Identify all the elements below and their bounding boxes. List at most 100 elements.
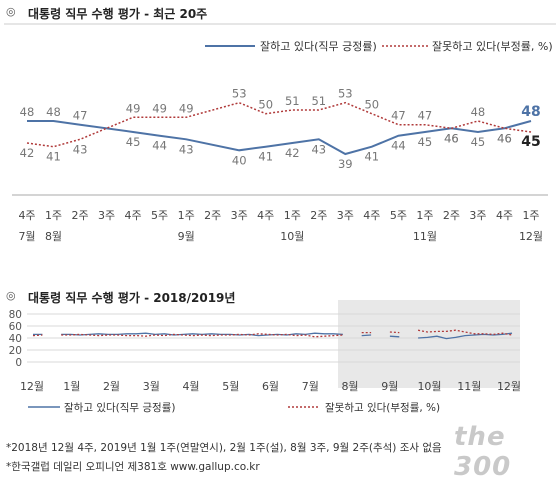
top-chart-title: 대통령 직무 수행 평가 - 최근 20주: [28, 7, 208, 21]
month-tick-label: 7월: [302, 380, 319, 393]
month-tick-label: 3월: [143, 380, 160, 393]
y-tick-label: 60: [9, 321, 22, 333]
week-tick-label: 4주: [257, 209, 274, 222]
negative-series-line: [389, 331, 400, 334]
week-tick-label: 1주: [416, 209, 433, 222]
week-tick-label: 5주: [390, 209, 407, 222]
negative-value-label: 50: [364, 98, 379, 112]
positive-value-label: 48: [20, 105, 35, 119]
positive-value-label: 48: [521, 104, 540, 120]
positive-value-label: 46: [444, 131, 459, 145]
week-tick-label: 1주: [178, 209, 195, 222]
month-tick-label: 9월: [381, 380, 398, 393]
legend-positive-label: 잘하고 있다(직무 긍정률): [260, 39, 377, 53]
negative-series-line: [26, 101, 532, 148]
positive-value-label: 47: [73, 109, 88, 123]
negative-value-label: 49: [126, 101, 141, 115]
negative-value-label: 49: [152, 101, 167, 115]
week-tick-label: 2주: [443, 209, 460, 222]
month-tick-label: 6월: [262, 380, 279, 393]
y-tick-label: 80: [9, 309, 22, 321]
y-tick-label: 0: [15, 357, 22, 369]
month-tick-label: 12월: [497, 380, 521, 393]
negative-value-label: 49: [179, 101, 194, 115]
week-tick-label: 4주: [125, 209, 142, 222]
week-tick-label: 4주: [18, 209, 35, 222]
week-tick-label: 4주: [363, 209, 380, 222]
negative-series-line: [32, 334, 43, 337]
week-tick-label: 1주: [522, 209, 539, 222]
week-tick-label: 2주: [310, 209, 327, 222]
month-tick-label: 10월: [280, 230, 304, 243]
week-tick-label: 2주: [204, 209, 221, 222]
positive-value-label: 39: [338, 157, 353, 171]
month-tick-label: 5월: [222, 380, 239, 393]
positive-value-label: 41: [364, 150, 379, 164]
footnote-1: *2018년 12월 4주, 2019년 1월 1주(연말연시), 2월 1주(…: [6, 442, 442, 454]
month-tick-label: 7월: [18, 230, 35, 243]
bottom-chart-title: 대통령 직무 수행 평가 - 2018/2019년: [28, 291, 236, 305]
y-tick-label: 40: [9, 333, 22, 345]
positive-value-label: 43: [311, 142, 326, 156]
positive-series-line: [389, 335, 400, 338]
negative-value-label: 45: [521, 134, 540, 150]
watermark: the 300: [454, 422, 512, 482]
month-tick-label: 11월: [457, 380, 481, 393]
positive-value-label: 42: [285, 146, 300, 160]
positive-value-label: 46: [497, 131, 512, 145]
positive-value-label: 44: [391, 139, 406, 153]
week-tick-label: 3주: [337, 209, 354, 222]
month-tick-label: 8월: [341, 380, 358, 393]
negative-value-label: 41: [46, 150, 61, 164]
positive-value-label: 45: [418, 135, 433, 149]
week-tick-label: 2주: [72, 209, 89, 222]
negative-value-label: 48: [471, 105, 486, 119]
negative-value-label: 53: [338, 87, 353, 101]
positive-value-label: 45: [126, 135, 141, 149]
month-tick-label: 4월: [182, 380, 199, 393]
negative-value-label: 51: [285, 94, 300, 108]
month-tick-label: 8월: [45, 230, 62, 243]
month-tick-label: 2월: [103, 380, 120, 393]
legend-positive-label: 잘하고 있다(직무 긍정률): [64, 401, 175, 414]
month-tick-label: 1월: [63, 380, 80, 393]
positive-value-label: 40: [232, 153, 247, 167]
y-tick-label: 20: [9, 345, 22, 357]
week-tick-label: 4주: [496, 209, 513, 222]
negative-value-label: 53: [232, 87, 247, 101]
month-tick-label: 12월: [519, 230, 543, 243]
negative-series-line: [61, 333, 343, 338]
negative-value-label: 42: [20, 146, 35, 160]
top-chart: 잘하고 있다(직무 긍정률) 잘못하고 있다(부정률, %) 48 42 48 41 4…: [4, 23, 556, 243]
positive-value-label: 48: [46, 105, 61, 119]
month-tick-label: 11월: [413, 230, 437, 243]
positive-value-label: 44: [152, 139, 167, 153]
month-tick-label: 10월: [417, 380, 441, 393]
week-tick-label: 1주: [284, 209, 301, 222]
week-tick-label: 3주: [98, 209, 115, 222]
negative-value-label: 47: [418, 109, 433, 123]
legend-negative-label: 잘못하고 있다(부정률, %): [432, 39, 553, 53]
negative-value-label: 51: [311, 94, 326, 108]
week-tick-label: 5주: [151, 209, 168, 222]
week-tick-label: 1주: [45, 209, 62, 222]
title-bullet-icon: ◎: [6, 289, 16, 302]
positive-value-label: 43: [179, 142, 194, 156]
week-tick-label: 3주: [469, 209, 486, 222]
month-tick-label: 12월: [20, 380, 44, 393]
positive-series-line: [361, 334, 372, 337]
footnote-2: *한국갤럽 데일리 오피니언 제381호 www.gallup.co.kr: [6, 461, 260, 473]
shaded-period: [338, 300, 520, 388]
negative-value-label: 47: [391, 109, 406, 123]
negative-value-label: 46: [444, 131, 459, 145]
positive-value-label: 45: [471, 135, 486, 149]
positive-series-line: [27, 120, 532, 156]
negative-value-label: 50: [258, 98, 273, 112]
title-bullet-icon: ◎: [6, 5, 16, 18]
negative-value-label: 46: [497, 131, 512, 145]
month-tick-label: 9월: [178, 230, 195, 243]
positive-series-line: [418, 332, 513, 340]
week-tick-label: 3주: [231, 209, 248, 222]
legend-negative-label: 잘못하고 있다(부정률, %): [325, 401, 440, 414]
